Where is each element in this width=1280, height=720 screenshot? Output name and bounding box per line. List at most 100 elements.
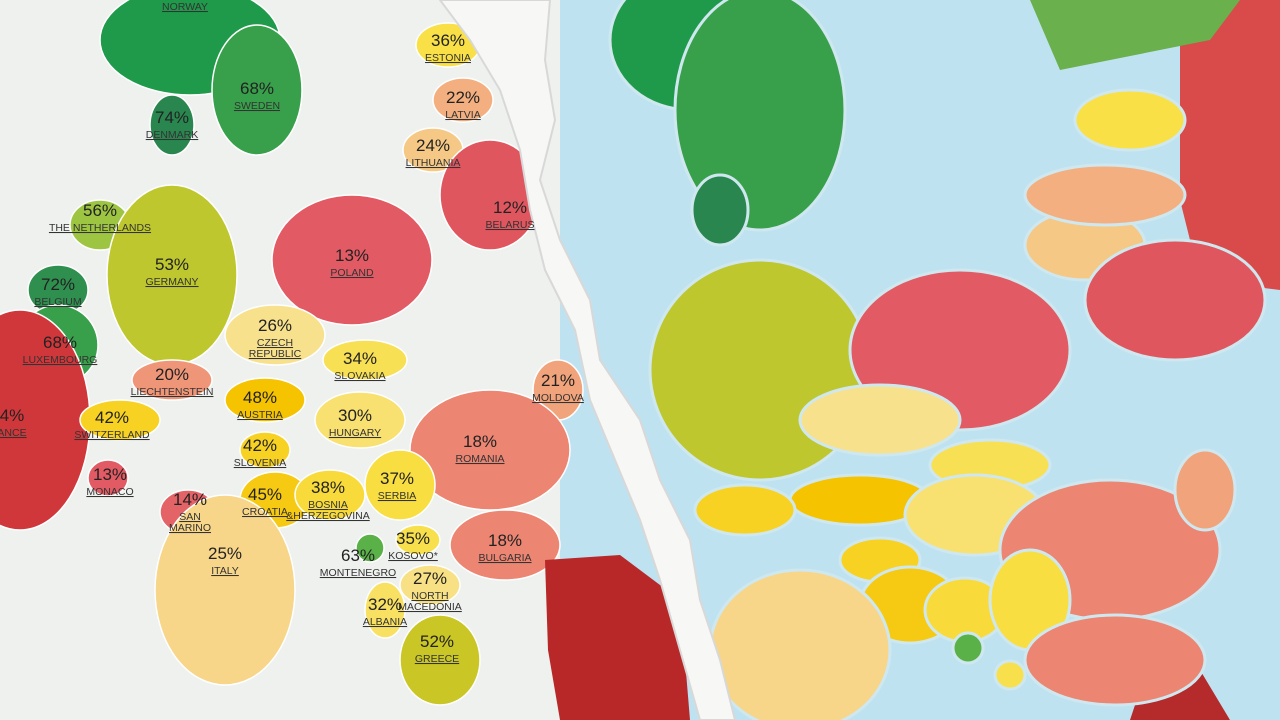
country-percent: 35% [396,529,430,548]
country-name: LATVIA [445,109,480,121]
country-name: MACEDONIA [398,601,462,613]
country-percent: 74% [155,108,189,127]
country-shape [79,399,161,441]
country-shape [399,614,481,706]
country-shape [409,389,571,511]
country-percent: 68% [43,333,77,352]
country-shape-zoomed [1083,238,1267,362]
turkey-region-right [1130,670,1230,720]
country-percent: 18% [463,432,497,451]
country-shape [131,359,213,401]
country-percent: 24% [416,136,450,155]
country-percent: 13% [335,246,369,265]
country-name: ESTONIA [425,52,471,64]
country-shape-zoomed [690,173,750,247]
country-name: SWITZERLAND [74,429,150,441]
country-percent: 37% [380,469,414,488]
country-shape [224,377,306,423]
country-name: DENMARK [146,129,199,141]
country-name: SAN [179,511,201,523]
country-shape [355,533,385,563]
country-percent: 48% [243,388,277,407]
country-percent: 45% [248,485,282,504]
country-name: NORTH [411,590,448,602]
country-shape-zoomed [693,483,797,537]
country-percent: 14% [173,490,207,509]
country-name: LITHUANIA [406,157,461,169]
country-name: SLOVENIA [234,457,287,469]
country-name: LUXEMBOURG [23,354,98,366]
country-percent: 4% [0,406,24,425]
country-name: BULGARIA [478,552,531,564]
country-percent: 12% [493,198,527,217]
country-name: &HERZEGOVINA [286,510,369,522]
country-shape [314,391,406,449]
country-name: KOSOVO* [388,550,438,562]
country-name: MONTENEGRO [320,567,396,579]
country-percent: 20% [155,365,189,384]
country-name: MARINO [169,522,211,534]
country-shape [364,449,436,521]
country-percent: 63% [341,546,375,565]
country-shape-zoomed [673,0,847,232]
country-shape [395,524,441,556]
country-shape-zoomed [1023,163,1187,227]
country-name: ITALY [211,565,239,577]
country-percent: 13% [93,465,127,484]
country-name: SWEDEN [234,100,280,112]
country-name: AUSTRIA [237,409,283,421]
country-shape [154,494,296,686]
country-shape-zoomed [993,659,1027,691]
country-percent: 27% [413,569,447,588]
country-percent: 53% [155,255,189,274]
country-shape-zoomed [798,383,962,457]
country-shape [322,339,408,381]
country-shape [211,24,303,156]
country-name: CROATIA [242,506,288,518]
country-shape-zoomed [951,631,985,665]
country-percent: 26% [258,316,292,335]
country-percent: 34% [343,349,377,368]
country-shape [271,194,433,326]
country-name: HUNGARY [329,427,381,439]
country-shape [149,94,195,156]
country-shape [399,564,461,606]
country-percent: 52% [420,632,454,651]
country-percent: 30% [338,406,372,425]
finland-region [1030,0,1240,70]
country-name: ROMANIA [455,453,504,465]
country-percent: 32% [368,595,402,614]
country-shape [294,469,366,521]
country-name: GREECE [415,653,459,665]
country-percent: 56% [83,201,117,220]
russia-region [1180,0,1280,290]
left-map [0,0,584,706]
country-name: REPUBLIC [249,348,302,360]
country-name: BOSNIA [308,499,348,511]
country-shape [449,509,561,581]
country-shape-zoomed [1073,88,1187,152]
country-shape [432,77,494,123]
country-name: THE NETHERLANDS [49,222,151,234]
country-name: LIECHTENSTEIN [131,386,214,398]
country-shape-zoomed [708,568,892,720]
country-name: CZECH [257,337,293,349]
country-shape-zoomed [1023,613,1207,707]
turkey-region [545,555,690,720]
country-shape [106,184,238,366]
country-shape [224,304,326,366]
country-name: GERMANY [145,276,198,288]
right-map [608,0,1280,720]
country-percent: 42% [95,408,129,427]
country-shape [239,431,291,469]
country-percent: 36% [431,31,465,50]
country-percent: 42% [243,436,277,455]
country-name: BELARUS [485,219,534,231]
country-name: POLAND [330,267,374,279]
country-name: ANCE [0,427,27,439]
country-name: ALBANIA [363,616,407,628]
labels: NORWAY 36% ESTONIA 22% LATVIA 68% SWEDEN 74% DEN… [0,1,584,665]
country-shape [364,581,406,639]
